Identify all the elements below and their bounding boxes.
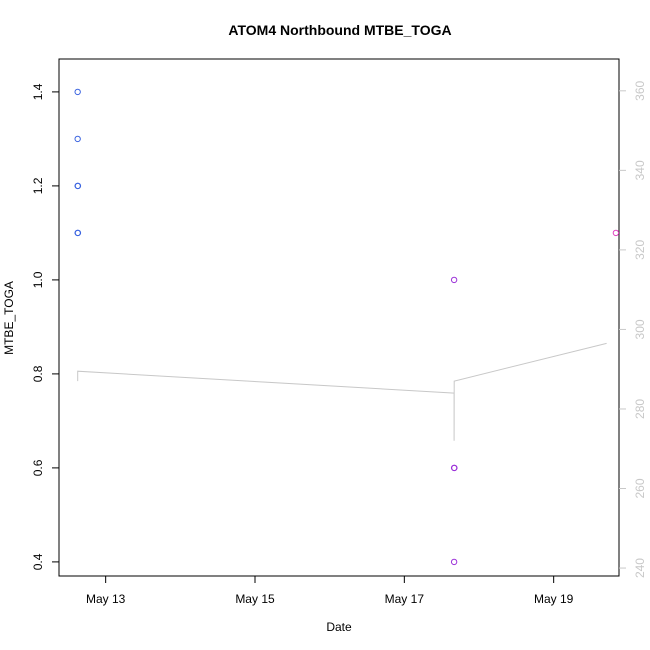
chart-title: ATOM4 Northbound MTBE_TOGA [228,22,451,38]
data-points [74,88,620,566]
right-axis-line [77,342,607,441]
data-point [451,464,458,472]
y-right-tick-label: 280 [633,399,647,419]
data-point [450,558,458,566]
y-axis-right: 240 260 280 300 320 340 360 [619,80,647,578]
y-tick-label: 1.0 [31,271,45,288]
x-axis: May 13 May 15 May 17 May 19 [86,576,574,606]
y-axis-label: MTBE_TOGA [2,281,16,355]
y-right-tick-label: 240 [633,558,647,578]
data-point [74,88,81,96]
y-axis: 0.4 0.6 0.8 1.0 1.2 1.4 [31,83,59,570]
y-tick-label: 1.4 [31,83,45,100]
right-axis-series [77,342,607,441]
data-point [74,182,82,190]
y-tick-label: 0.4 [31,553,45,570]
y-tick-label: 1.2 [31,177,45,194]
y-right-tick-label: 320 [633,240,647,260]
y-tick-label: 0.8 [31,365,45,382]
y-right-tick-label: 340 [633,160,647,180]
data-point [74,229,82,237]
data-point [74,135,81,143]
y-right-tick-label: 360 [633,80,647,100]
x-tick-label: May 13 [86,592,126,606]
y-tick-label: 0.6 [31,459,45,476]
data-point [450,276,458,284]
x-tick-label: May 19 [534,592,574,606]
data-point [612,229,620,237]
x-tick-label: May 17 [385,592,425,606]
y-right-tick-label: 300 [633,319,647,339]
plot-frame [58,58,620,577]
x-axis-label: Date [326,620,352,634]
x-tick-label: May 15 [235,592,275,606]
y-right-tick-label: 260 [633,478,647,498]
